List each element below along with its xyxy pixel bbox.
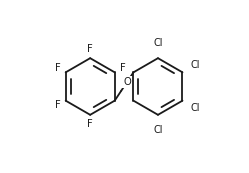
Text: Cl: Cl bbox=[191, 103, 200, 113]
Text: F: F bbox=[120, 63, 125, 73]
Text: F: F bbox=[55, 63, 61, 73]
Text: F: F bbox=[87, 119, 93, 129]
Text: Cl: Cl bbox=[153, 125, 163, 135]
Text: F: F bbox=[55, 100, 61, 110]
Text: F: F bbox=[87, 44, 93, 54]
Text: O: O bbox=[123, 77, 131, 87]
Text: Cl: Cl bbox=[153, 38, 163, 48]
Text: Cl: Cl bbox=[191, 60, 200, 70]
